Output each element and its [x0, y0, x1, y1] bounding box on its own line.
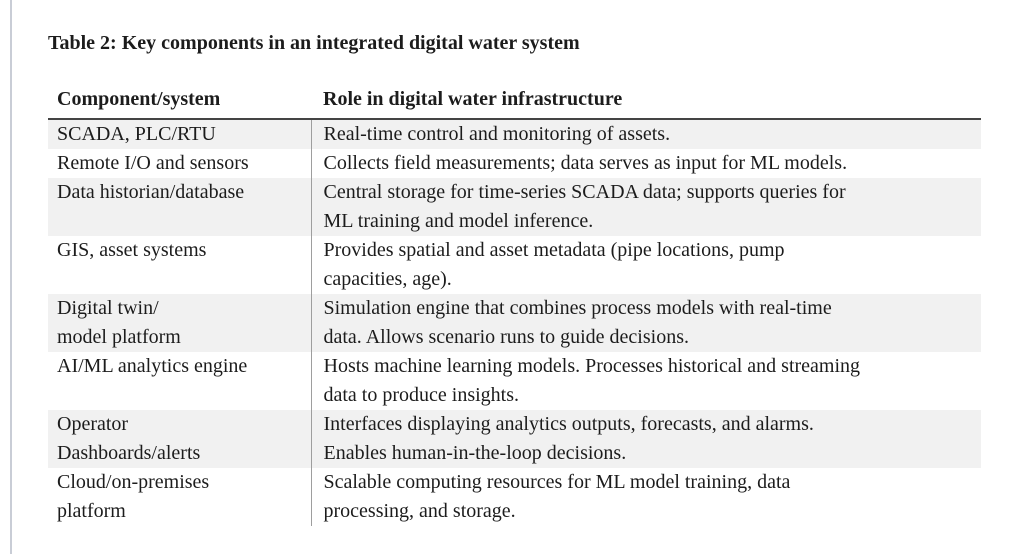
cell-component: Operator Dashboards/alerts: [48, 410, 311, 468]
cell-line: Dashboards/alerts: [57, 442, 201, 464]
cell-line: Cloud/on-premises: [57, 471, 210, 493]
table-header: Component/system Role in digital water i…: [48, 88, 981, 120]
cell-component: SCADA, PLC/RTU: [48, 119, 311, 149]
table-row: SCADA, PLC/RTU Real-time control and moni…: [48, 119, 981, 149]
table-header-row: Component/system Role in digital water i…: [48, 88, 981, 120]
table-caption: Table 2: Key components in an integrated…: [48, 32, 580, 54]
cell-component: Digital twin/model platform: [48, 294, 311, 352]
cell-line: platform: [57, 500, 126, 522]
cell-line: Data historian/database: [57, 181, 245, 203]
table-row: Operator Dashboards/alerts Interfaces disp…: [48, 410, 981, 468]
cell-line: Real-time control and monitoring of asse…: [323, 123, 671, 145]
cell-line: Central storage for time-series SCADA da…: [323, 181, 846, 203]
cell-line: Operator: [57, 413, 129, 435]
cell-role: Provides spatial and asset metadata (pip…: [310, 236, 981, 294]
cell-line: processing, and storage.: [323, 500, 516, 522]
cell-line: AI/ML analytics engine: [57, 355, 248, 377]
cell-line: Provides spatial and asset metadata (pip…: [323, 239, 785, 261]
page-content: Table 2: Key components in an integrated…: [48, 0, 981, 526]
cell-line: Interfaces displaying analytics outputs,…: [323, 413, 814, 435]
table-row: Digital twin/model platform Simulation en…: [48, 294, 981, 352]
cell-role: Scalable computing resources for ML mode…: [310, 468, 981, 526]
table-row: Data historian/database Central storage f…: [48, 178, 981, 236]
cell-line: SCADA, PLC/RTU: [57, 123, 216, 145]
cell-role: Central storage for time-series SCADA da…: [310, 178, 981, 236]
cell-line: model platform: [57, 326, 181, 348]
cell-component: Cloud/on-premises platform: [48, 468, 311, 526]
cell-line: data to produce insights.: [323, 384, 520, 406]
cell-role: Real-time control and monitoring of asse…: [310, 119, 981, 149]
cell-line: capacities, age).: [323, 268, 452, 290]
components-table: Component/system Role in digital water i…: [48, 88, 981, 526]
cell-component: GIS, asset systems: [48, 236, 311, 294]
cell-component: Data historian/database: [48, 178, 311, 236]
cell-role: Hosts machine learning models. Processes…: [310, 352, 981, 410]
cell-component: AI/ML analytics engine: [48, 352, 311, 410]
cell-line: Scalable computing resources for ML mode…: [323, 471, 791, 493]
cell-line: ML training and model inference.: [323, 210, 594, 232]
cell-line: data. Allows scenario runs to guide deci…: [323, 326, 690, 348]
cell-line: Digital twin/: [57, 297, 159, 319]
cell-role: Collects field measurements; data serves…: [310, 149, 981, 178]
page-edge-line: [10, 0, 12, 554]
cell-line: Enables human-in-the-loop decisions.: [323, 442, 627, 464]
cell-line: Hosts machine learning models. Processes…: [323, 355, 861, 377]
cell-line: GIS, asset systems: [57, 239, 207, 261]
table-row: GIS, asset systems Provides spatial and a…: [48, 236, 981, 294]
cell-line: Remote I/O and sensors: [57, 152, 249, 174]
cell-role: Interfaces displaying analytics outputs,…: [310, 410, 981, 468]
cell-role: Simulation engine that combines process …: [310, 294, 981, 352]
table-row: AI/ML analytics engine Hosts machine lear…: [48, 352, 981, 410]
cell-line: Collects field measurements; data serves…: [323, 152, 848, 174]
column-header-component: Component/system: [48, 88, 311, 120]
column-header-role: Role in digital water infrastructure: [311, 88, 981, 120]
cell-line: Simulation engine that combines process …: [323, 297, 832, 319]
table-row: Cloud/on-premises platform Scalable comput…: [48, 468, 981, 526]
table-body: SCADA, PLC/RTU Real-time control and moni…: [48, 119, 981, 526]
table-row: Remote I/O and sensors Collects field mea…: [48, 149, 981, 178]
cell-component: Remote I/O and sensors: [48, 149, 311, 178]
